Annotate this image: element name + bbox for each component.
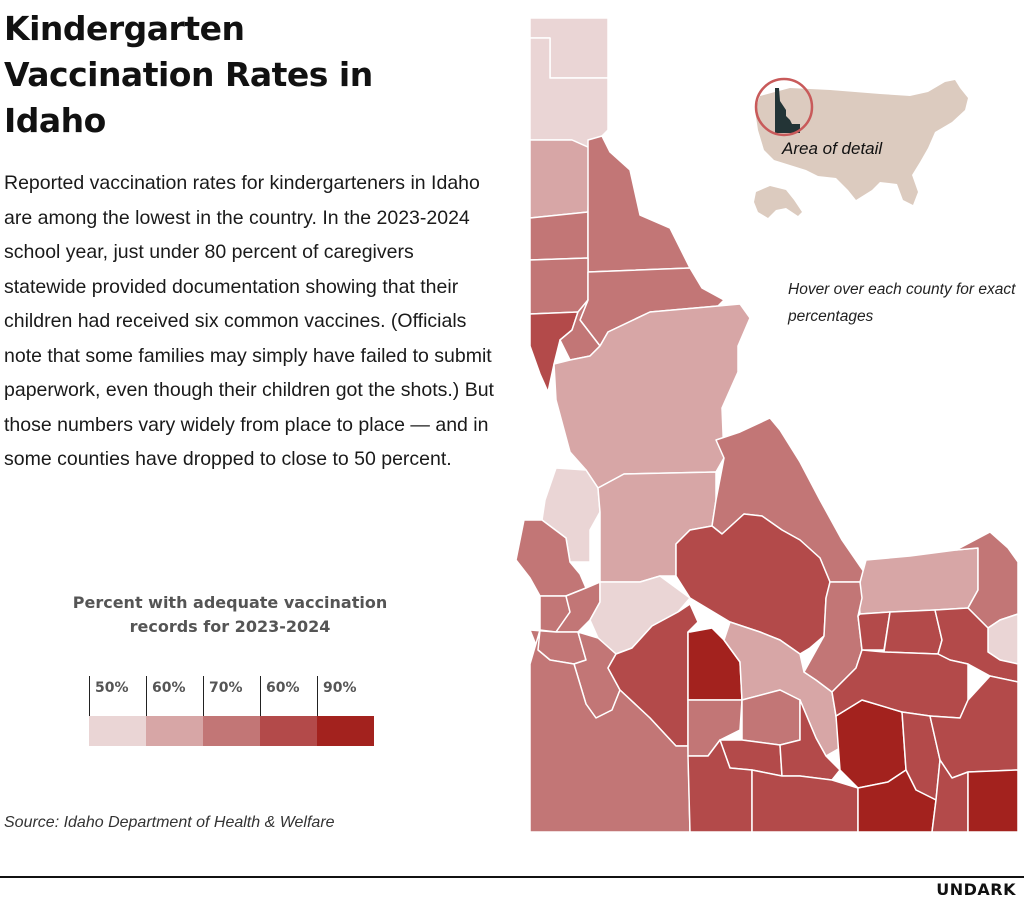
hover-instruction: Hover over each county for exact percent… [788,281,1016,325]
source-note: Source: Idaho Department of Health & Wel… [4,814,335,831]
us-land-shape [755,80,968,205]
county-adams[interactable]: Adams [541,467,601,563]
county-twin-falls[interactable]: Twin Falls [687,739,753,833]
legend-tick [203,676,204,746]
county-oneida[interactable]: Oneida [857,769,937,833]
legend-swatch [317,716,374,746]
idaho-highlight-shape [775,88,800,133]
footer-rule [0,876,1024,878]
legend-item: 90% [317,676,374,748]
color-legend: 50% 60% 70% 60% 90% [89,676,379,748]
county-jefferson[interactable]: Jefferson [857,611,891,651]
legend-label: 60% [152,680,186,696]
alaska-shape [754,186,802,218]
legend-label: 60% [266,680,300,696]
legend-title: Percent with adequate vaccination record… [72,593,388,636]
legend-tick [146,676,147,746]
legend-swatch [146,716,203,746]
legend-swatch [203,716,260,746]
brand-logo: UNDARK [936,880,1016,899]
legend-item: 60% [260,676,317,748]
county-bear-lake[interactable]: Bear Lake [967,769,1019,833]
inset-label: Area of detail [782,139,883,158]
area-of-detail-ring [754,77,814,137]
county-cassia[interactable]: Cassia [751,769,859,833]
legend-item: 60% [146,676,203,748]
legend-item: 70% [203,676,260,748]
legend-label: 50% [95,680,129,696]
legend-tick [89,676,90,746]
legend-swatch [89,716,146,746]
legend-tick [260,676,261,746]
legend-label: 70% [209,680,243,696]
legend-tick [317,676,318,746]
page-title: Kindergarten Vaccination Rates in Idaho [4,9,373,140]
legend-label: 90% [323,680,357,696]
legend-swatch [260,716,317,746]
intro-text: Reported vaccination rates for kindergar… [4,172,494,470]
legend-item: 50% [89,676,146,748]
